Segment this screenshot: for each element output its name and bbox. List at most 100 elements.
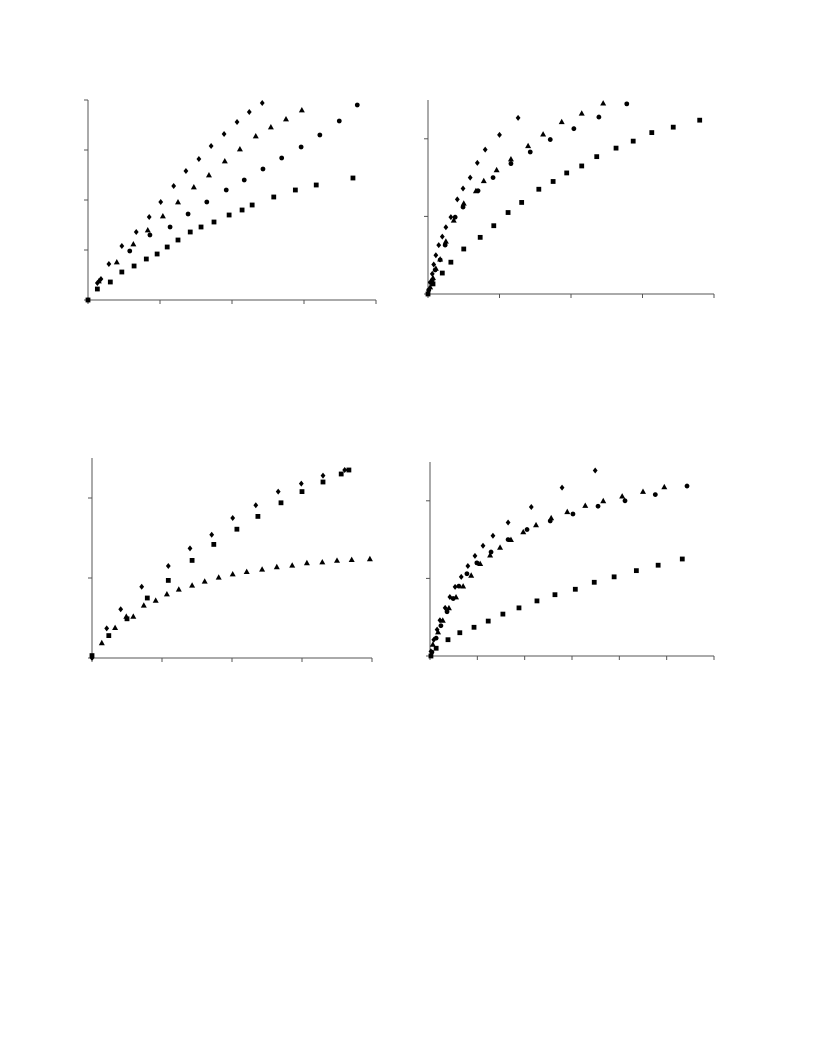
data-point: [215, 574, 222, 580]
data-point: [171, 183, 177, 189]
data-point: [448, 259, 454, 265]
data-point: [163, 591, 170, 597]
data-point: [533, 521, 540, 528]
data-point: [613, 145, 619, 151]
data-point: [679, 556, 685, 562]
data-point: [452, 214, 458, 220]
data-point: [452, 583, 458, 590]
data-point: [456, 583, 462, 589]
data-point: [433, 645, 439, 651]
data-point: [190, 184, 197, 190]
data-point: [540, 131, 547, 137]
data-point: [450, 596, 456, 601]
data-point: [488, 549, 494, 555]
data-point: [208, 143, 214, 149]
data-point: [342, 467, 348, 473]
data-point: [571, 126, 577, 132]
data-point: [209, 531, 215, 538]
data-point: [123, 613, 130, 619]
data-point: [464, 571, 470, 577]
data-point: [471, 624, 477, 630]
data-point: [249, 202, 255, 208]
data-point: [697, 117, 703, 123]
data-point: [292, 187, 298, 193]
data-point: [438, 623, 444, 629]
data-point: [490, 532, 496, 539]
data-point: [144, 227, 151, 233]
data-point: [130, 241, 137, 247]
data-point: [139, 583, 145, 590]
data-point: [317, 132, 323, 138]
data-point: [175, 199, 181, 205]
data-point: [624, 101, 630, 107]
data-point: [234, 526, 240, 532]
data-point: [558, 118, 565, 125]
data-point: [133, 229, 139, 235]
data-point: [187, 545, 193, 552]
data-point: [524, 527, 530, 532]
data-point: [239, 207, 245, 213]
scatter-plot: [426, 462, 715, 660]
data-point: [230, 515, 236, 521]
data-point: [429, 277, 435, 283]
data-point: [437, 617, 443, 624]
data-point: [497, 131, 502, 138]
data-point: [334, 557, 340, 563]
scatter-plot: [88, 458, 373, 662]
data-point: [457, 630, 463, 636]
data-point: [447, 594, 453, 601]
data-point: [336, 118, 342, 124]
data-point: [442, 604, 448, 611]
data-point: [246, 109, 252, 115]
data-point: [85, 297, 91, 303]
data-point: [505, 537, 511, 542]
data-point: [652, 492, 658, 497]
data-point: [119, 269, 125, 275]
data-point: [630, 138, 636, 144]
data-point: [201, 578, 208, 584]
data-point: [211, 219, 217, 225]
data-point: [313, 182, 319, 188]
data-point: [279, 155, 285, 161]
data-point: [428, 653, 434, 659]
data-point: [429, 270, 435, 277]
data-point: [143, 256, 149, 262]
data-point: [253, 502, 259, 509]
data-point: [226, 212, 232, 218]
data-point: [436, 242, 442, 249]
data-point: [221, 131, 227, 137]
data-point: [113, 259, 120, 265]
data-point: [559, 484, 565, 491]
data-point: [439, 270, 445, 276]
data-point: [468, 572, 475, 578]
data-point: [158, 199, 164, 205]
data-point: [241, 177, 247, 183]
data-point: [204, 199, 210, 205]
data-point: [189, 558, 195, 563]
data-point: [649, 130, 655, 135]
data-point: [477, 560, 484, 567]
data-point: [429, 641, 436, 647]
data-point: [505, 210, 511, 215]
data-point: [275, 488, 281, 495]
data-point: [152, 597, 159, 603]
data-point: [236, 146, 243, 152]
data-point: [600, 100, 607, 106]
data-point: [465, 562, 471, 569]
data-point: [640, 488, 646, 494]
data-point: [684, 483, 690, 489]
data-point: [338, 471, 344, 477]
data-point: [433, 252, 439, 259]
data-point: [591, 579, 597, 585]
data-point: [187, 229, 193, 235]
data-point: [550, 179, 556, 184]
data-point: [572, 586, 578, 592]
data-point: [458, 573, 464, 580]
data-point: [185, 211, 191, 217]
data-point: [579, 163, 585, 169]
data-point: [472, 552, 478, 559]
data-point: [131, 263, 137, 269]
data-point: [622, 498, 628, 504]
data-point: [527, 149, 533, 155]
data-point: [298, 480, 304, 487]
